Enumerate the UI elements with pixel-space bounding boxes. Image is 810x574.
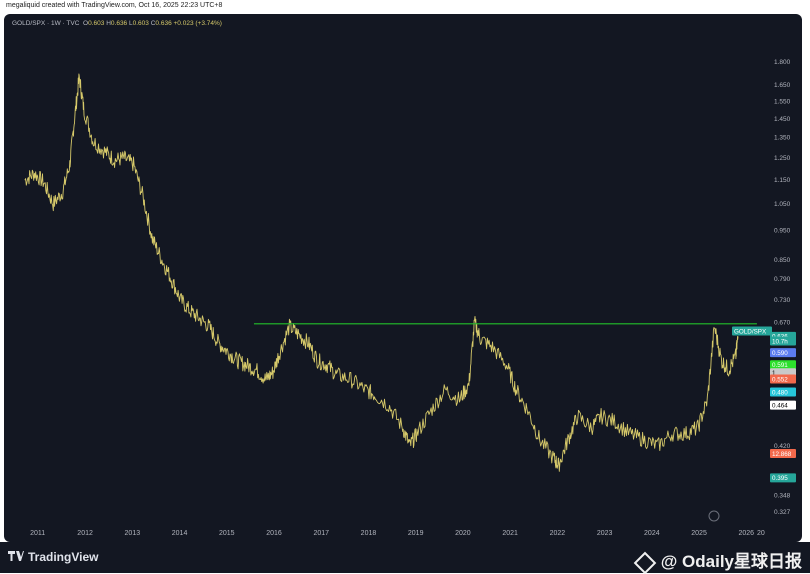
ohlc-legend: GOLD/SPX · 1W · TVC O0.603 H0.636 L0.603… [12, 20, 222, 27]
x-tick-label: 2020 [455, 530, 471, 537]
x-tick-label: 2015 [219, 530, 235, 537]
price-tag [770, 387, 796, 397]
close-value: 0.636 [155, 20, 172, 27]
y-tick-label: 1.800 [774, 59, 791, 66]
replay-icon [708, 510, 720, 522]
y-tick-label: 0.327 [774, 509, 791, 516]
y-tick-label: 0.730 [774, 297, 791, 304]
price-tag [732, 326, 772, 336]
y-tick-label: 1.250 [774, 155, 791, 162]
close-label: C [150, 20, 156, 27]
watermark-text: @ Odaily星球日报 [660, 552, 802, 571]
price-tag-label: 0.552 [772, 376, 788, 383]
x-tick-label: 2013 [125, 530, 141, 537]
watermark: @ Odaily星球日报 [633, 547, 802, 574]
x-tick-label: 2017 [313, 530, 329, 537]
x-tick-label: 2019 [408, 530, 424, 537]
price-tag-label: 12.868 [772, 451, 792, 458]
symbol-label: GOLD/SPX · 1W · TVC [12, 20, 80, 27]
x-tick-label: 2012 [77, 530, 93, 537]
price-tag [770, 348, 796, 358]
y-tick-label: 1.150 [774, 177, 791, 184]
x-tick-label: 2016 [266, 530, 282, 537]
y-tick-label: 1.550 [774, 98, 791, 105]
open-label: O [83, 20, 89, 27]
low-label: L [129, 20, 133, 27]
price-tag-label: 0.480 [772, 389, 788, 396]
price-tag [770, 360, 796, 370]
high-value: 0.636 [110, 20, 128, 27]
x-tick-label: 2021 [502, 530, 518, 537]
y-tick-label: 0.670 [774, 320, 791, 327]
price-tag-label: 0.395 [772, 475, 788, 482]
y-tick-label: 1.050 [774, 201, 791, 208]
price-tag [770, 374, 796, 384]
y-tick-label: 0.420 [774, 443, 791, 450]
footer-bar: TradingView @ Odaily星球日报 [0, 542, 810, 574]
y-tick-label: 1.350 [774, 135, 791, 142]
price-series-line [24, 73, 739, 472]
x-tick-label: 2023 [597, 530, 613, 537]
price-tag [770, 336, 796, 346]
attribution-text: megaliquid created with TradingView.com,… [6, 2, 223, 9]
y-tick-label: 0.348 [774, 492, 791, 499]
y-tick-label: 0.950 [774, 227, 791, 234]
x-tick-label: 2026 [738, 530, 754, 537]
x-tick-label: 2025 [691, 530, 707, 537]
price-tag [770, 400, 796, 410]
price-tag [770, 473, 796, 483]
attribution-bar: megaliquid created with TradingView.com,… [0, 0, 810, 14]
y-tick-label: 0.790 [774, 276, 791, 283]
tradingview-logo-icon [8, 550, 24, 564]
tradingview-logo[interactable]: TradingView [8, 550, 98, 564]
y-tick-label: 0.850 [774, 257, 791, 264]
y-tick-label: 1.450 [774, 116, 791, 123]
price-tag [770, 449, 796, 459]
price-tag-label: 10.7h [772, 338, 788, 345]
high-label: H [106, 20, 111, 27]
x-tick-label: 2022 [550, 530, 566, 537]
x-tick-label: 20 [757, 530, 765, 537]
x-tick-label: 2024 [644, 530, 660, 537]
x-tick-label: 2011 [30, 530, 45, 537]
chart-panel[interactable]: 1.800 1.650 1.550 1.450 1.350 1.250 1.150 1.050… [4, 14, 802, 542]
price-chart[interactable]: 1.800 1.650 1.550 1.450 1.350 1.250 1.150 1.050… [4, 14, 802, 542]
x-tick-label: 2014 [172, 530, 188, 537]
price-tag-label: 0.591 [772, 362, 788, 369]
change-value: +0.023 (+3.74%) [173, 20, 222, 27]
open-value: 0.603 [88, 20, 105, 27]
price-tag-label: GOLD/SPX [734, 328, 767, 335]
diamond-icon [633, 551, 657, 574]
price-tag-label: 0.590 [772, 350, 788, 357]
price-tag-label: 0.464 [772, 402, 788, 409]
x-tick-label: 2018 [361, 530, 377, 537]
low-value: 0.603 [132, 20, 149, 27]
price-tag-label: 1 [772, 370, 776, 377]
brand-label: TradingView [28, 550, 99, 564]
y-tick-label: 1.650 [774, 82, 791, 89]
